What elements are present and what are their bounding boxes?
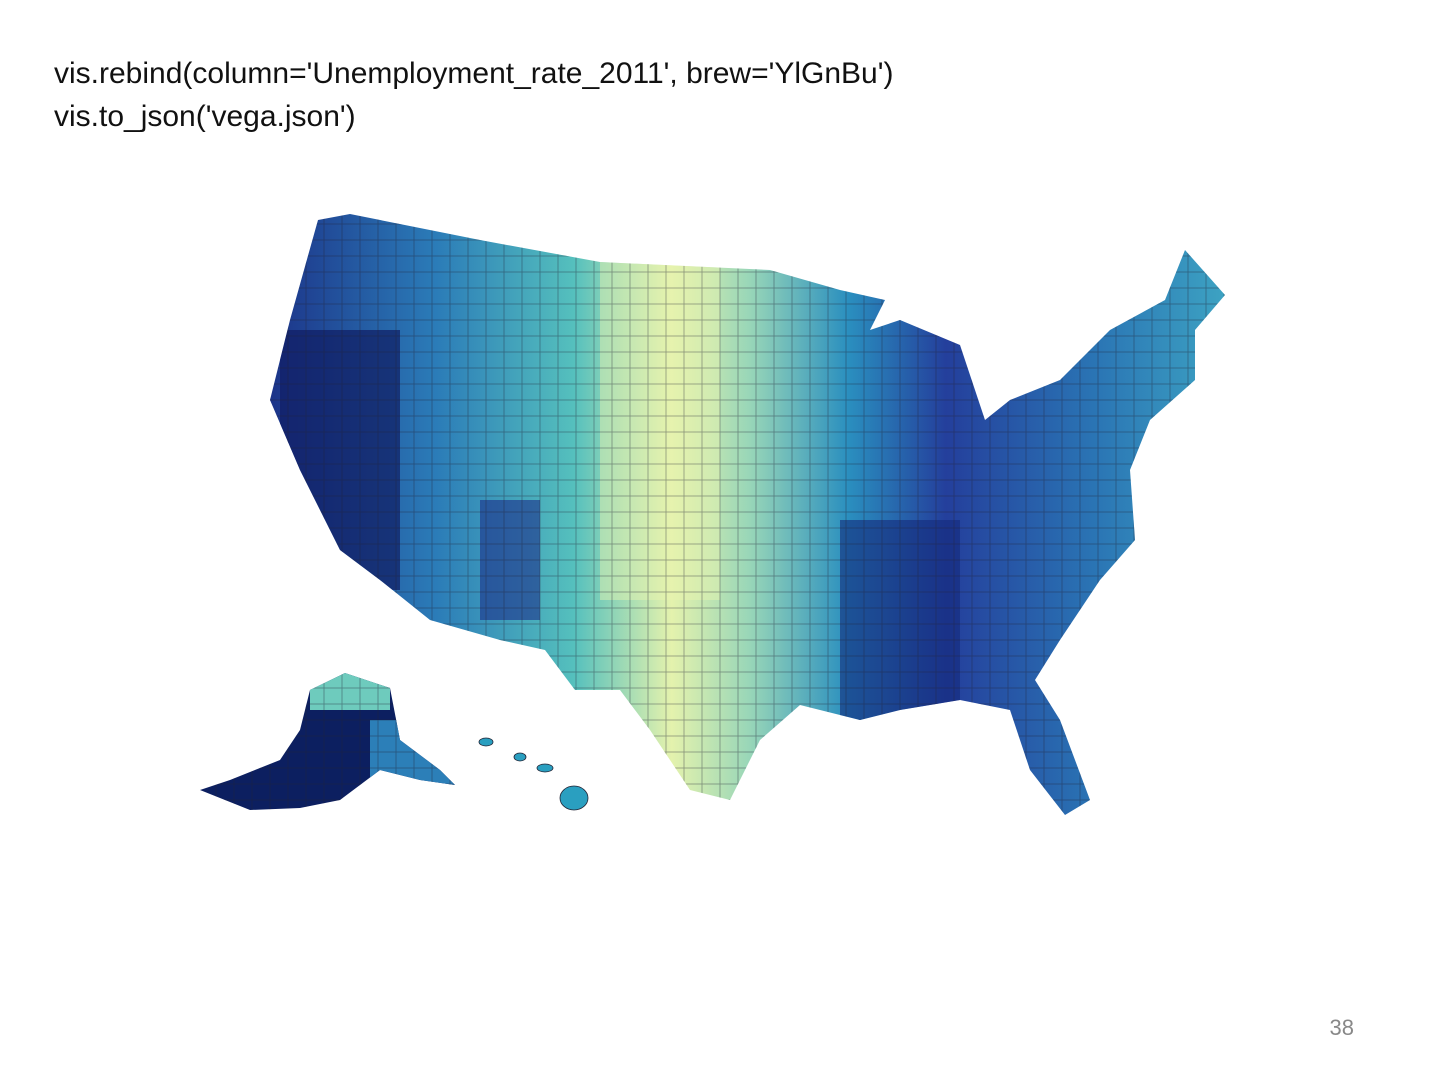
code-line: vis.rebind(column='Unemployment_rate_201… xyxy=(54,57,894,90)
mainland xyxy=(270,214,1225,815)
code-block: vis.rebind(column='Unemployment_rate_201… xyxy=(54,52,893,138)
page-number: 38 xyxy=(1329,1015,1354,1040)
alaska xyxy=(200,673,455,810)
hawaii xyxy=(478,737,589,811)
code-line: vis.to_json('vega.json') xyxy=(54,100,356,133)
